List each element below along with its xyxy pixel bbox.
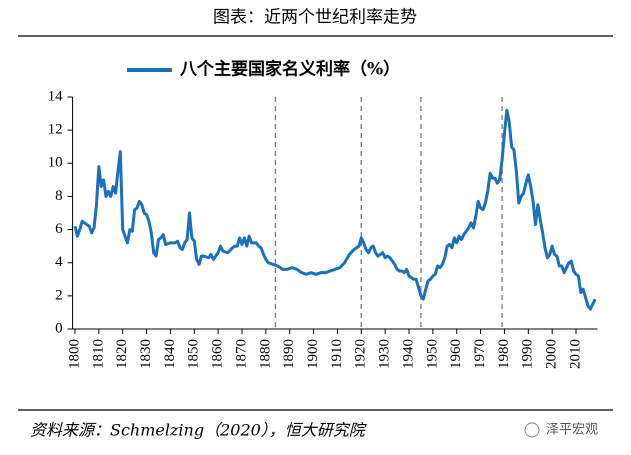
x-tick-label: 2000 [544,339,560,369]
x-tick-label: 1970 [472,339,488,369]
y-tick-label: 14 [48,88,64,104]
x-tick-label: 1870 [233,339,249,369]
y-tick-label: 2 [55,287,63,303]
x-tick-label: 1950 [424,339,440,369]
x-tick-label: 1860 [210,339,226,369]
x-tick-label: 1940 [400,339,416,369]
x-tick-label: 1960 [448,339,464,369]
y-tick-label: 10 [48,155,63,171]
x-tick-label: 1840 [162,339,178,369]
x-tick-label: 1810 [90,339,106,369]
source: 资料来源：Schmelzing（2020），恒大研究院 [30,421,368,440]
legend-label: 八个主要国家名义利率（%） [180,59,400,80]
x-tick-label: 1820 [114,339,130,369]
y-tick-label: 4 [55,254,63,270]
y-tick-label: 6 [55,221,63,237]
x-tick-label: 1800 [66,339,82,369]
x-tick-label: 1900 [305,339,321,369]
watermark-icon [524,422,540,438]
x-tick-label: 1910 [329,339,345,369]
watermark: 泽平宏观 [546,423,598,438]
x-tick-label: 1850 [186,339,202,369]
x-tick-label: 1930 [377,339,393,369]
x-tick-label: 1830 [138,339,154,369]
x-tick-label: 2010 [567,339,583,369]
x-tick-label: 1890 [281,339,297,369]
chart-title: 图表：近两个世纪利率走势 [213,8,417,28]
y-tick-label: 12 [48,122,63,138]
data-line [73,108,597,311]
y-tick-label: 0 [55,320,63,336]
x-tick-label: 1990 [520,339,536,369]
x-tick-label: 1980 [496,339,512,369]
y-tick-label: 8 [55,188,63,204]
x-tick-label: 1920 [353,339,369,369]
x-tick-label: 1880 [257,339,273,369]
